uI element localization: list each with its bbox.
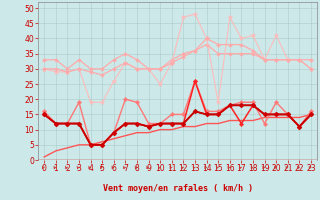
X-axis label: Vent moyen/en rafales ( km/h ): Vent moyen/en rafales ( km/h ) bbox=[103, 184, 252, 193]
